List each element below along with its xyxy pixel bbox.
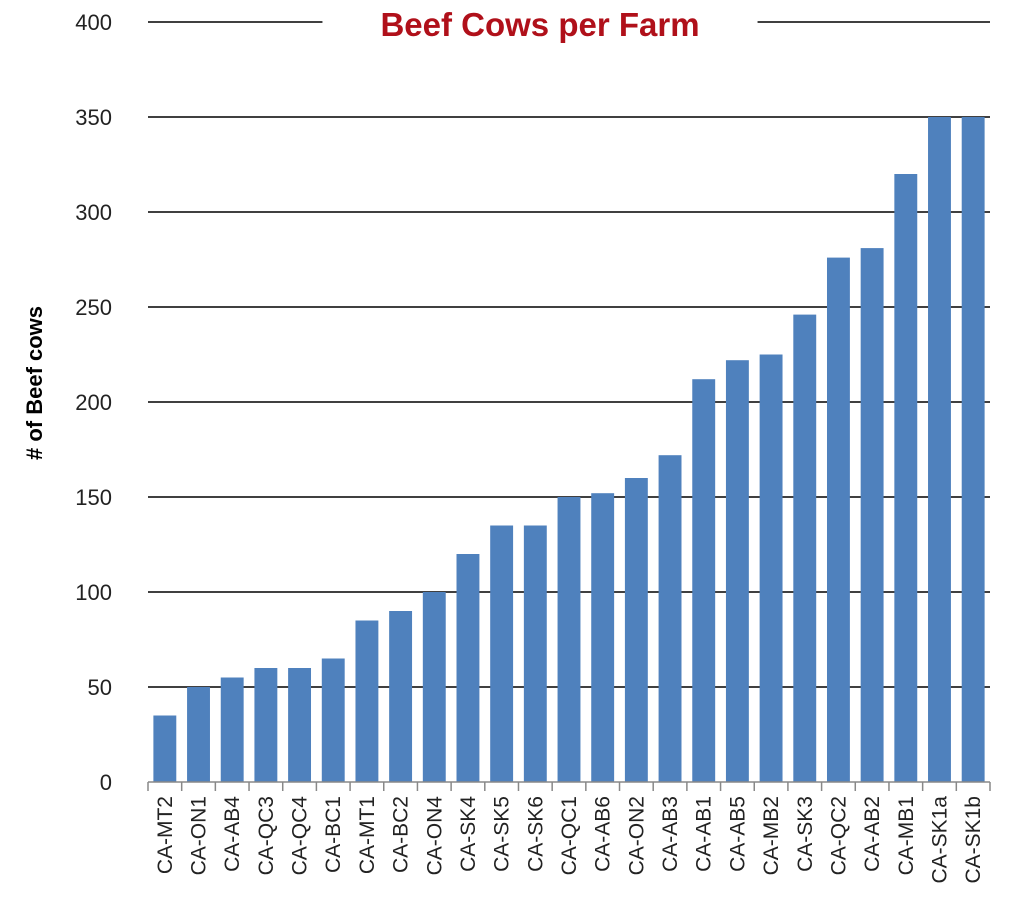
x-tick-label: CA-MT1	[356, 796, 379, 874]
y-tick-label: 50	[88, 675, 112, 700]
y-tick-label: 350	[75, 105, 112, 130]
y-tick-labels: 0 50 100 150 200 250 300 350 400	[75, 10, 112, 795]
x-tick-label: CA-QC4	[289, 796, 312, 876]
bar-ca-bc1	[321, 658, 345, 782]
x-tick-label: CA-SK1b	[962, 796, 985, 884]
bar-ca-ab5	[725, 360, 749, 782]
x-tick-label: CA-ON4	[423, 796, 446, 876]
x-tick-label: CA-SK5	[491, 796, 514, 872]
x-tick-label: CA-MB1	[895, 796, 918, 875]
x-tick-label: CA-ON2	[625, 796, 648, 875]
x-tick-label: CA-QC1	[558, 796, 581, 875]
bar-ca-mb1	[894, 174, 918, 782]
x-tick-label: CA-MB2	[760, 796, 783, 875]
x-tick-label: CA-AB3	[659, 796, 682, 872]
x-tick-label: CA-AB1	[693, 796, 716, 872]
bar-ca-ab3	[658, 455, 682, 782]
x-tick-label: CA-ON1	[188, 796, 211, 875]
bar-ca-ab1	[692, 379, 716, 782]
title-background	[322, 4, 758, 45]
x-tick-label: CA-BC2	[390, 796, 413, 873]
x-tick-label: CA-AB2	[861, 796, 884, 872]
y-tick-label: 300	[75, 200, 112, 225]
bar-ca-sk1a	[928, 117, 951, 782]
bar-ca-ab2	[860, 248, 884, 783]
x-tick-label: CA-QC2	[827, 796, 850, 875]
y-tick-label: 400	[75, 10, 112, 35]
x-tick-label: CA-AB5	[726, 796, 749, 872]
y-axis-label: # of Beef cows	[22, 306, 47, 460]
x-tick-label: CA-BC1	[322, 796, 345, 873]
y-tick-label: 100	[75, 580, 112, 605]
chart-title: Beef Cows per Farm	[380, 6, 699, 43]
x-tick-label: CA-SK3	[794, 796, 817, 872]
bar-ca-on4	[422, 592, 446, 782]
bar-ca-sk1b	[961, 117, 985, 782]
y-tick-label: 150	[75, 485, 112, 510]
bar-ca-sk5	[490, 525, 514, 782]
x-tick-label: CA-SK6	[524, 796, 547, 872]
bar-ca-sk4	[456, 554, 480, 782]
bar-ca-ab6	[591, 493, 615, 782]
bar-ca-sk6	[523, 525, 547, 782]
y-tick-label: 0	[100, 770, 112, 795]
x-axis	[147, 781, 991, 791]
bar-ca-ab4	[220, 677, 244, 782]
x-tick-label: CA-SK1a	[928, 796, 951, 884]
y-tick-label: 200	[75, 390, 112, 415]
y-tick-label: 250	[75, 295, 112, 320]
bar-ca-on1	[187, 687, 210, 782]
x-tick-label: CA-AB6	[592, 796, 615, 872]
bar-ca-mt1	[355, 620, 379, 782]
x-tick-label: CA-SK4	[457, 796, 480, 872]
x-tick-label: CA-AB4	[221, 796, 244, 872]
bar-ca-qc4	[288, 668, 312, 782]
x-tick-labels: CA-MT2 CA-ON1 CA-AB4 CA-QC3 CA-QC4 CA-BC1 CA-M…	[154, 796, 985, 884]
bar-ca-mt2	[153, 715, 177, 782]
x-tick-label: CA-MT2	[154, 796, 177, 874]
bar-ca-qc2	[826, 257, 850, 783]
bar-ca-on2	[624, 478, 648, 782]
bar-ca-bc2	[389, 611, 413, 782]
bar-ca-mb2	[759, 354, 783, 782]
bar-ca-sk3	[793, 314, 817, 782]
bar-ca-qc3	[254, 668, 278, 782]
bars	[153, 117, 985, 783]
x-tick-label: CA-QC3	[255, 796, 278, 875]
bar-ca-qc1	[557, 497, 581, 782]
